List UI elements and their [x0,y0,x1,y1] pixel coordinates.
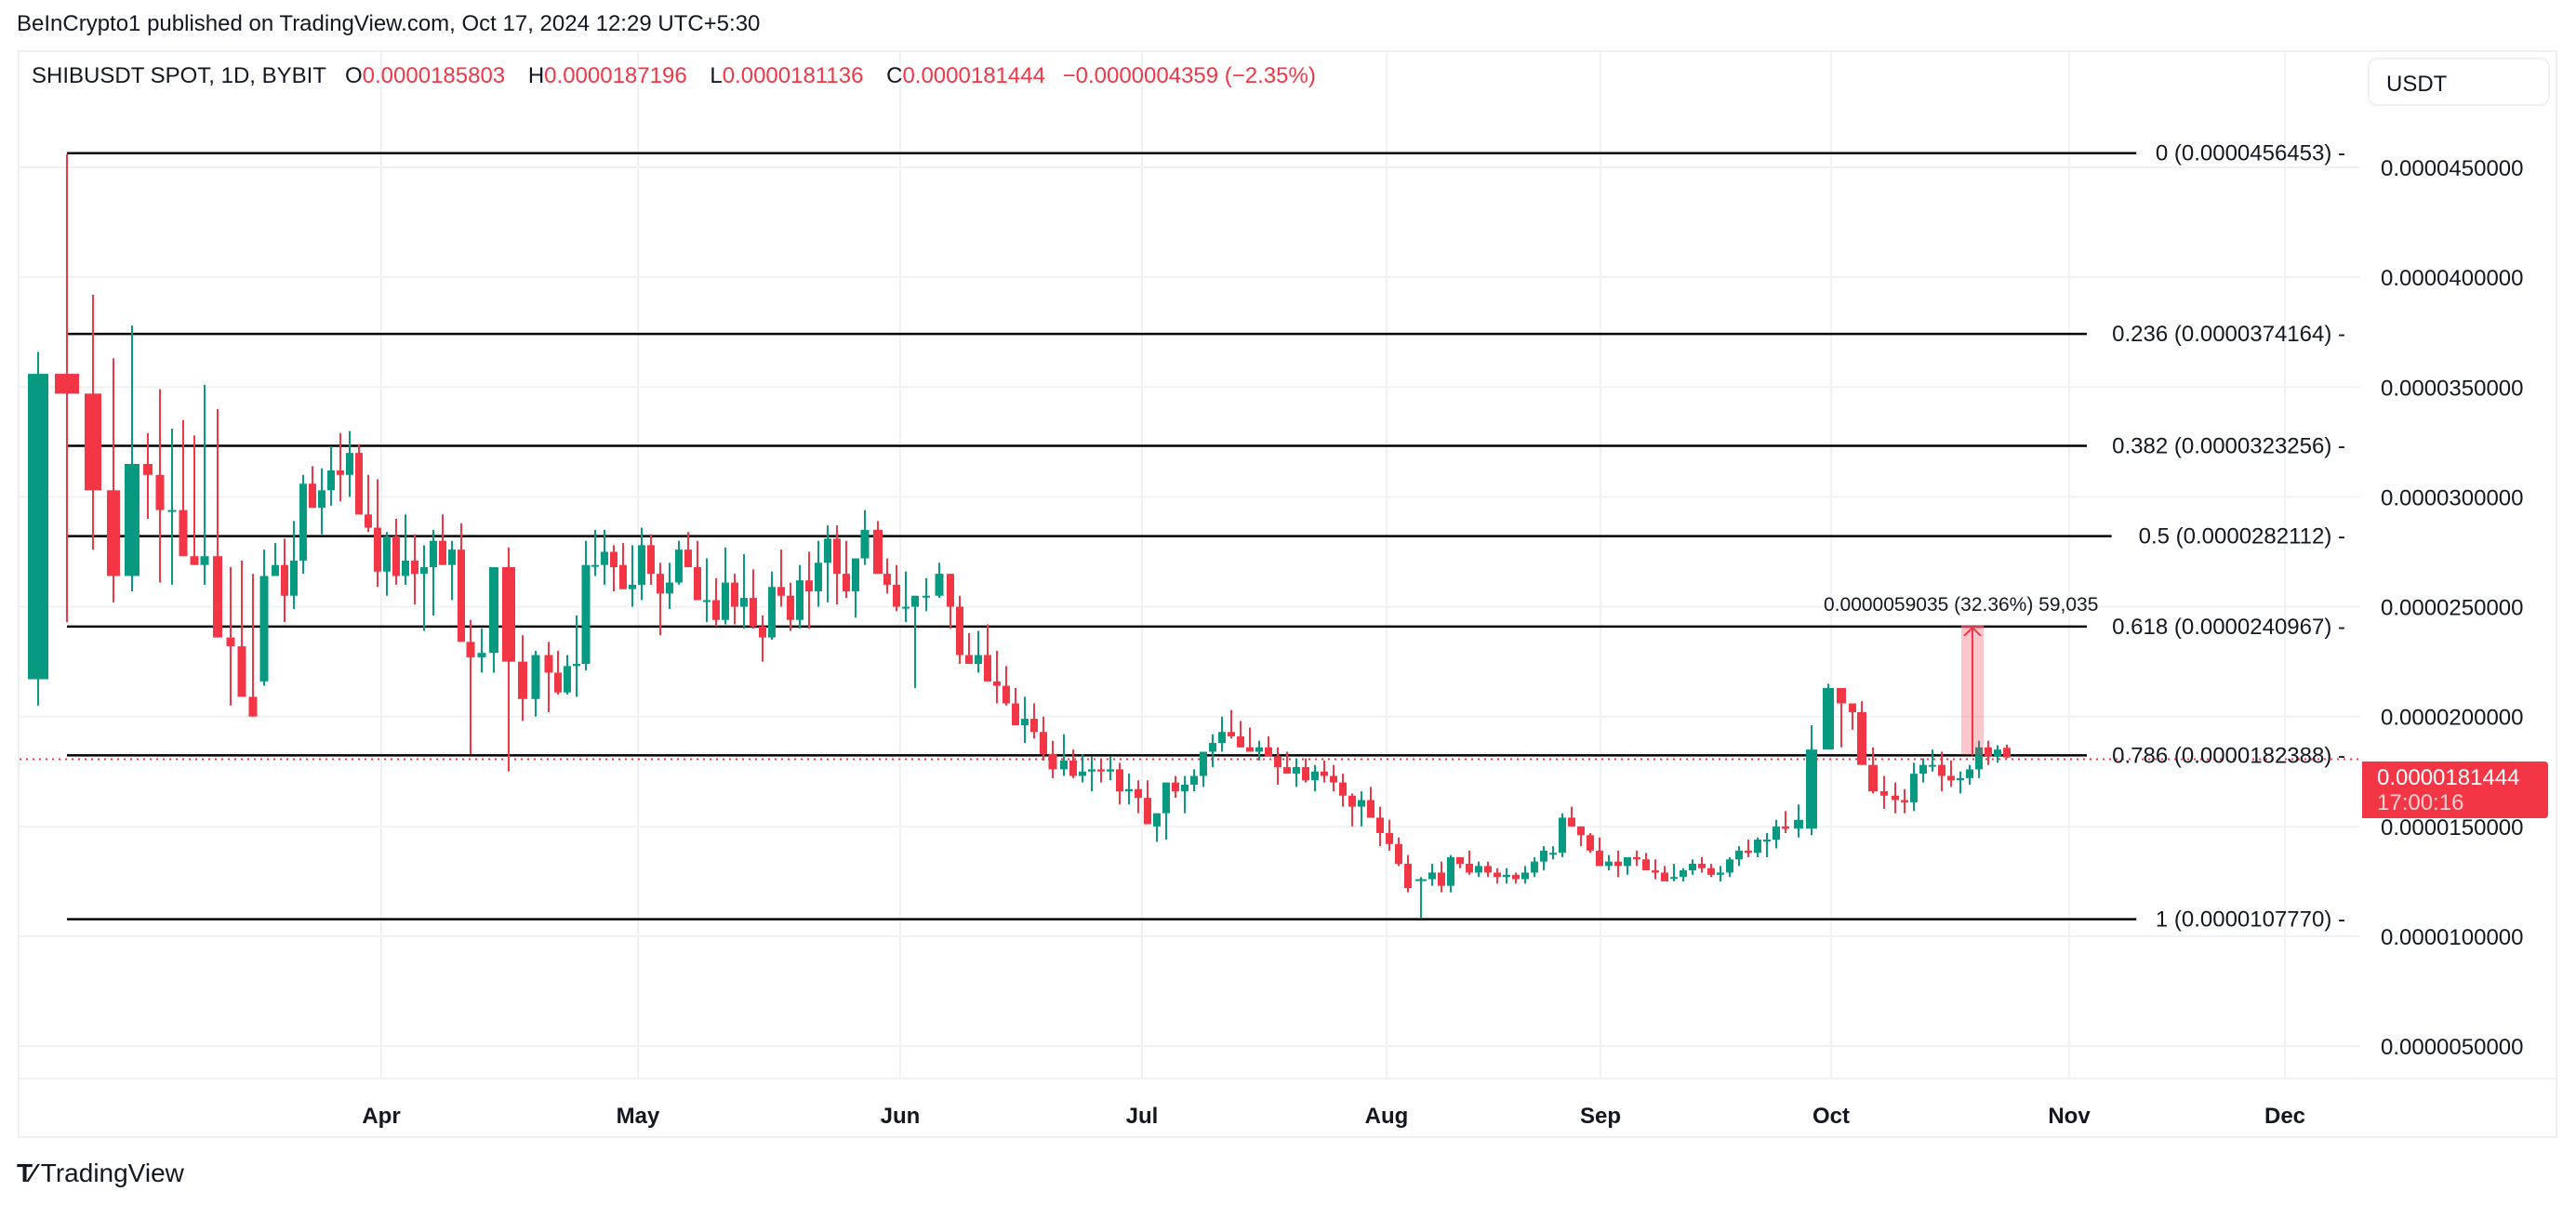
time-axis-tick: Dec [2264,1104,2305,1129]
price-axis-tick: 0.0000100000 [2381,925,2524,950]
tradingview-logo-icon: T⁄ [17,1159,35,1187]
price-range-measure[interactable]: 0.0000059035 (32.36%) 59,035 [1824,594,2098,756]
price-axis-tick: 0.0000250000 [2381,596,2524,621]
time-axis-tick: Jun [881,1104,921,1129]
time-axis-tick: Jul [1126,1104,1159,1129]
price-axis-tick: 0.0000300000 [2381,485,2524,510]
price-axis-tick: 0.0000150000 [2381,815,2524,841]
time-axis-tick: Nov [2048,1104,2091,1129]
open-value: 0.0000185803 [362,63,506,88]
tradingview-logo[interactable]: T⁄ TradingView [17,1159,184,1188]
fib-level-label: 0.618 (0.0000240967) - [2112,615,2345,640]
last-price-tag: 0.0000181444 17:00:16 [2362,761,2548,818]
close-value: 0.0000181444 [902,63,1045,88]
time-axis-tick: Sep [1580,1104,1621,1129]
high-key: H [527,63,545,88]
fib-level-label: 0.5 (0.0000282112) - [2139,524,2345,550]
price-axis[interactable]: 0.0000450000 0.0000400000 0.0000350000 0.00… [2381,156,2524,1060]
time-axis-tick: Oct [1812,1104,1850,1129]
publisher-line: BeInCrypto1 published on TradingView.com… [17,11,761,36]
price-axis-tick: 0.0000050000 [2381,1035,2524,1060]
price-axis-tick: 0.0000450000 [2381,156,2524,181]
fib-level-label: 0 (0.0000456453) - [2156,141,2345,166]
fib-level-label: 1 (0.0000107770) - [2156,907,2345,933]
currency-button[interactable]: USDT [2368,58,2550,106]
chart-frame [18,50,2557,1138]
bar-countdown: 17:00:16 [2377,790,2464,815]
price-axis-tick: 0.0000200000 [2381,706,2524,731]
measure-label: 0.0000059035 (32.36%) 59,035 [1824,594,2098,616]
time-axis-tick: Apr [362,1104,400,1129]
candlestick-series [28,153,2011,920]
brand-name: TradingView [40,1159,184,1187]
grid-lines [20,52,2360,1079]
change-value: −0.0000004359 (−2.35%) [1062,63,1316,88]
time-axis-tick: May [617,1104,660,1129]
time-axis-tick: Aug [1365,1104,1409,1129]
time-axis[interactable]: Apr May Jun Jul Aug Sep Oct Nov Dec [20,52,2556,1129]
symbol-info[interactable]: SHIBUSDT SPOT, 1D, BYBIT [32,63,326,88]
fibonacci-retracement[interactable]: 0 (0.0000456453) - 0.236 (0.0000374164) -… [67,141,2345,933]
high-value: 0.0000187196 [544,63,687,88]
fib-level-label: 0.382 (0.0000323256) - [2112,433,2345,458]
price-axis-tick: 0.0000400000 [2381,266,2524,291]
fib-level-label: 0.786 (0.0000182388) - [2112,743,2345,768]
price-axis-tick: 0.0000350000 [2381,376,2524,401]
fib-level-label: 0.236 (0.0000374164) - [2112,322,2345,347]
close-key: C [886,63,903,88]
open-key: O [344,63,363,88]
last-price: 0.0000181444 [2377,765,2520,790]
ohlc-legend: SHIBUSDT SPOT, 1D, BYBIT O0.0000185803 H… [32,63,1333,89]
low-key: L [710,63,723,88]
low-value: 0.0000181136 [722,63,864,88]
